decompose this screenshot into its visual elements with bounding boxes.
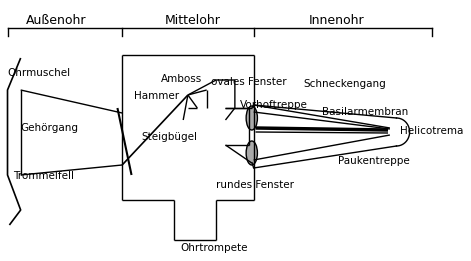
- Text: Innenohr: Innenohr: [309, 14, 364, 27]
- Text: Ohrmuschel: Ohrmuschel: [8, 68, 71, 78]
- Ellipse shape: [246, 141, 258, 165]
- Text: Schneckengang: Schneckengang: [303, 79, 386, 89]
- Ellipse shape: [246, 106, 258, 130]
- Text: Basilarmembran: Basilarmembran: [322, 107, 408, 117]
- Text: Amboss: Amboss: [161, 74, 202, 84]
- Text: Paukentreppe: Paukentreppe: [338, 156, 410, 166]
- Text: rundes Fenster: rundes Fenster: [216, 180, 294, 190]
- Text: Trommelfell: Trommelfell: [13, 171, 74, 181]
- Text: Gehörgang: Gehörgang: [21, 123, 79, 133]
- Text: ovales Fenster: ovales Fenster: [211, 77, 287, 87]
- Text: Helicotrema: Helicotrema: [400, 126, 463, 136]
- Text: Mittelohr: Mittelohr: [165, 14, 220, 27]
- Text: Steigbügel: Steigbügel: [142, 132, 198, 142]
- Text: Hammer: Hammer: [134, 91, 179, 101]
- Text: Ohrtrompete: Ohrtrompete: [180, 243, 248, 253]
- Text: Außenohr: Außenohr: [26, 14, 87, 27]
- Text: Vorhoftreppe: Vorhoftreppe: [240, 100, 308, 110]
